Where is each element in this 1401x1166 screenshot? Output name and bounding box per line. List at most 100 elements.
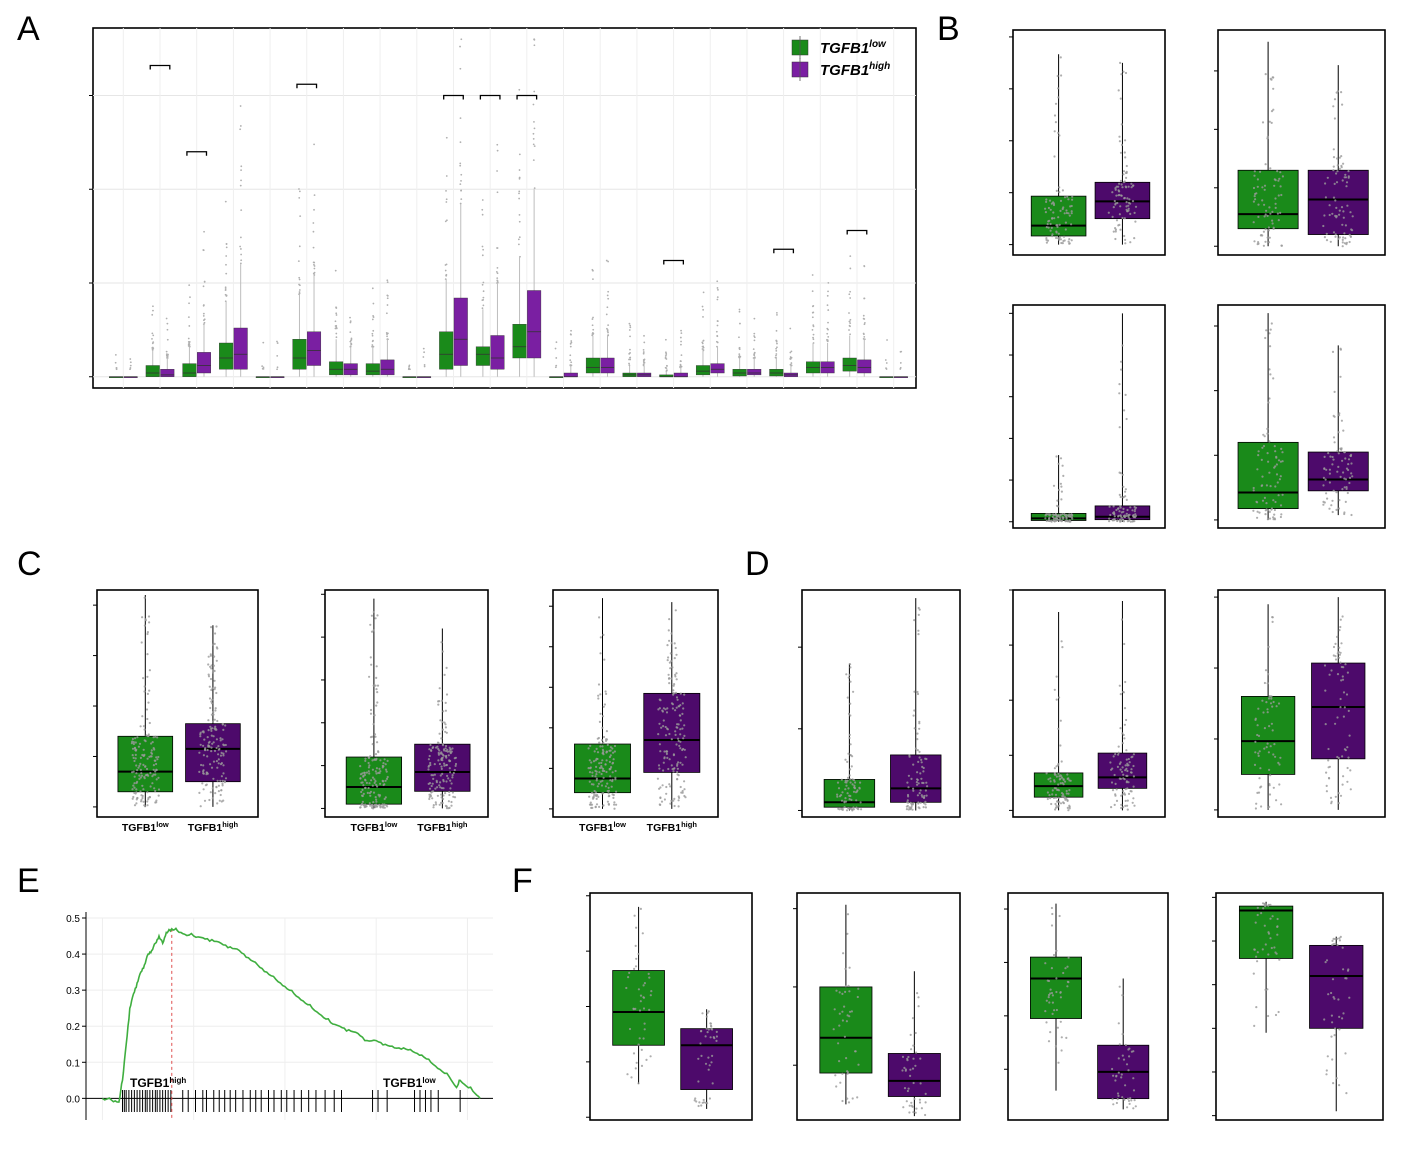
- data-point: [1117, 1057, 1120, 1060]
- data-point: [1066, 985, 1069, 988]
- data-point: [450, 750, 453, 753]
- data-point: [676, 773, 679, 776]
- data-point: [916, 690, 919, 694]
- data-point: [145, 734, 148, 737]
- data-point: [1330, 504, 1333, 507]
- data-point: [1125, 1063, 1129, 1066]
- data-point: [1070, 210, 1073, 213]
- data-point: [634, 1067, 637, 1070]
- data-point: [1060, 792, 1064, 795]
- data-point: [364, 779, 367, 782]
- outlier-point: [518, 214, 521, 216]
- data-point: [668, 618, 671, 621]
- data-point: [1326, 176, 1329, 179]
- data-point: [1066, 806, 1069, 810]
- data-point: [634, 965, 638, 968]
- data-point: [852, 808, 856, 811]
- data-point: [851, 783, 854, 786]
- data-point: [1337, 998, 1340, 1001]
- data-point: [924, 1113, 927, 1117]
- data-point: [1059, 56, 1062, 59]
- outlier-point: [518, 190, 521, 193]
- data-point: [1345, 1092, 1348, 1095]
- data-point: [1327, 747, 1330, 751]
- data-point: [1045, 237, 1048, 240]
- data-point: [676, 767, 680, 770]
- outlier-point: [313, 208, 315, 211]
- data-point: [1116, 1092, 1120, 1095]
- data-point: [1108, 505, 1111, 508]
- data-point: [1273, 184, 1276, 187]
- data-point: [1275, 799, 1278, 802]
- data-point: [845, 784, 848, 787]
- data-point: [1056, 225, 1059, 228]
- data-point: [1347, 458, 1351, 461]
- data-point: [131, 771, 134, 774]
- data-point: [1326, 497, 1329, 500]
- outlier-point: [628, 329, 631, 331]
- data-point: [1120, 194, 1123, 197]
- data-point: [647, 972, 650, 976]
- data-point: [372, 684, 375, 687]
- data-point: [210, 702, 214, 705]
- data-point: [1272, 786, 1275, 789]
- data-point: [210, 664, 213, 667]
- data-point: [216, 647, 219, 650]
- data-point: [450, 782, 453, 785]
- data-point: [1118, 471, 1121, 474]
- data-point: [1122, 173, 1125, 176]
- outlier-point: [187, 340, 190, 343]
- data-point: [677, 723, 680, 726]
- data-point: [222, 728, 225, 732]
- outlier-point: [886, 339, 888, 341]
- data-point: [1274, 202, 1277, 205]
- data-point: [595, 803, 599, 806]
- data-point: [1264, 943, 1267, 946]
- data-point: [375, 767, 378, 770]
- data-point: [1338, 937, 1341, 940]
- data-point: [214, 632, 217, 635]
- data-point: [132, 784, 135, 787]
- data-point: [1269, 167, 1272, 170]
- data-point: [210, 729, 213, 733]
- data-point: [670, 632, 673, 635]
- data-point: [1121, 1033, 1124, 1036]
- data-point: [605, 738, 608, 741]
- data-point: [1274, 197, 1277, 200]
- outlier-point: [532, 103, 535, 106]
- data-point: [210, 766, 214, 769]
- data-point: [1338, 653, 1341, 656]
- data-point: [679, 692, 682, 695]
- data-point: [369, 656, 372, 659]
- data-point: [367, 786, 370, 790]
- outlier-point: [716, 334, 719, 337]
- data-point: [635, 926, 638, 929]
- data-point: [849, 702, 852, 705]
- outlier-point: [165, 317, 168, 320]
- data-point: [144, 740, 147, 743]
- data-point: [667, 629, 670, 632]
- panel-f4: [1212, 892, 1384, 1121]
- data-point: [373, 733, 377, 736]
- data-point: [1262, 244, 1265, 247]
- data-point: [1261, 699, 1264, 702]
- data-point: [1066, 965, 1069, 968]
- outlier-point: [811, 316, 814, 319]
- data-point: [1339, 651, 1342, 654]
- data-point: [1265, 329, 1268, 332]
- data-point: [610, 766, 613, 769]
- data-point: [142, 800, 145, 803]
- data-point: [211, 787, 214, 790]
- data-point: [1115, 799, 1119, 803]
- outlier-point: [166, 355, 168, 358]
- outlier-point: [276, 354, 279, 357]
- data-point: [606, 743, 609, 747]
- significance-bracket: [149, 64, 171, 70]
- data-point: [676, 763, 679, 766]
- data-point: [598, 766, 602, 770]
- data-point: [1117, 753, 1120, 756]
- data-point: [916, 738, 919, 741]
